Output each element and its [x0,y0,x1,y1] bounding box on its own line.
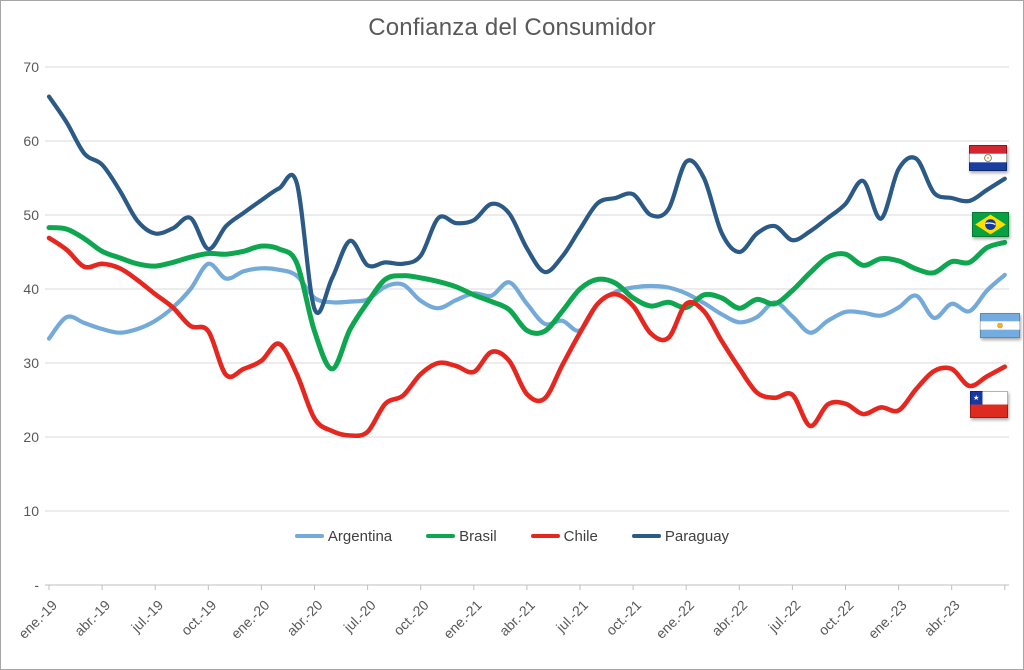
x-axis-tick-label: jul.-19 [127,597,166,636]
x-axis-tick-label: ene.-21 [440,597,485,642]
x-axis-tick-label: ene.-20 [228,597,273,642]
y-axis-tick-label: 40 [23,281,39,297]
x-axis-tick-label: abr.-20 [283,597,325,639]
x-axis-tick-label: oct.-21 [603,597,645,639]
x-axis-tick-label: abr.-19 [71,597,113,639]
legend-label: Brasil [459,527,497,545]
legend-item-brasil: Brasil [426,528,497,545]
series-line-chile [46,235,1008,439]
legend-swatch-argentina [294,533,324,539]
x-axis-tick-label: ene.-19 [15,597,60,642]
x-axis-tick-label: jul.-20 [340,597,379,636]
paraguay-flag-icon [969,145,1007,171]
legend-item-argentina: Argentina [294,527,393,545]
y-axis-tick-label: 20 [23,429,39,445]
y-axis-tick-label: 50 [23,207,39,223]
legend-label: Paraguay [664,527,730,545]
x-axis-tick-label: oct.-20 [390,597,432,639]
legend: Argentina Brasil Chile Paraguay [1,523,1023,549]
legend-label: Argentina [327,527,393,545]
x-axis-tick-label: ene.-23 [865,597,910,642]
y-axis-tick-label: - [34,577,39,593]
chile-flag-icon [970,391,1008,418]
legend-swatch-paraguay [631,533,661,539]
series-line-paraguay [46,94,1007,315]
series-line-argentina [46,261,1007,341]
chart-title: Confianza del Consumidor [368,14,656,41]
legend-swatch-brasil [426,533,456,539]
x-axis-tick-label: abr.-21 [496,597,538,639]
brazil-flag-icon [972,212,1009,237]
y-axis-tick-label: 60 [23,133,39,149]
x-axis-tick-label: oct.-22 [815,597,857,639]
x-axis-tick-label: ene.-22 [652,597,697,642]
y-axis-tick-label: 70 [23,59,39,75]
legend-item-paraguay: Paraguay [631,527,730,545]
x-axis-tick-label: jul.-22 [765,597,804,636]
y-axis-tick-label: 30 [23,355,39,371]
legend-swatch-chile [530,533,560,539]
x-axis-tick-label: jul.-21 [552,597,591,636]
x-axis-tick-label: abr.-22 [708,597,750,639]
legend-label: Chile [563,527,598,545]
x-axis-tick-label: oct.-19 [178,597,220,639]
series-line-brasil [46,225,1008,372]
legend-item-chile: Chile [530,527,598,545]
argentina-flag-icon [980,313,1020,338]
y-axis-tick-label: 10 [23,503,39,519]
x-axis-tick-label: abr.-23 [921,597,963,639]
